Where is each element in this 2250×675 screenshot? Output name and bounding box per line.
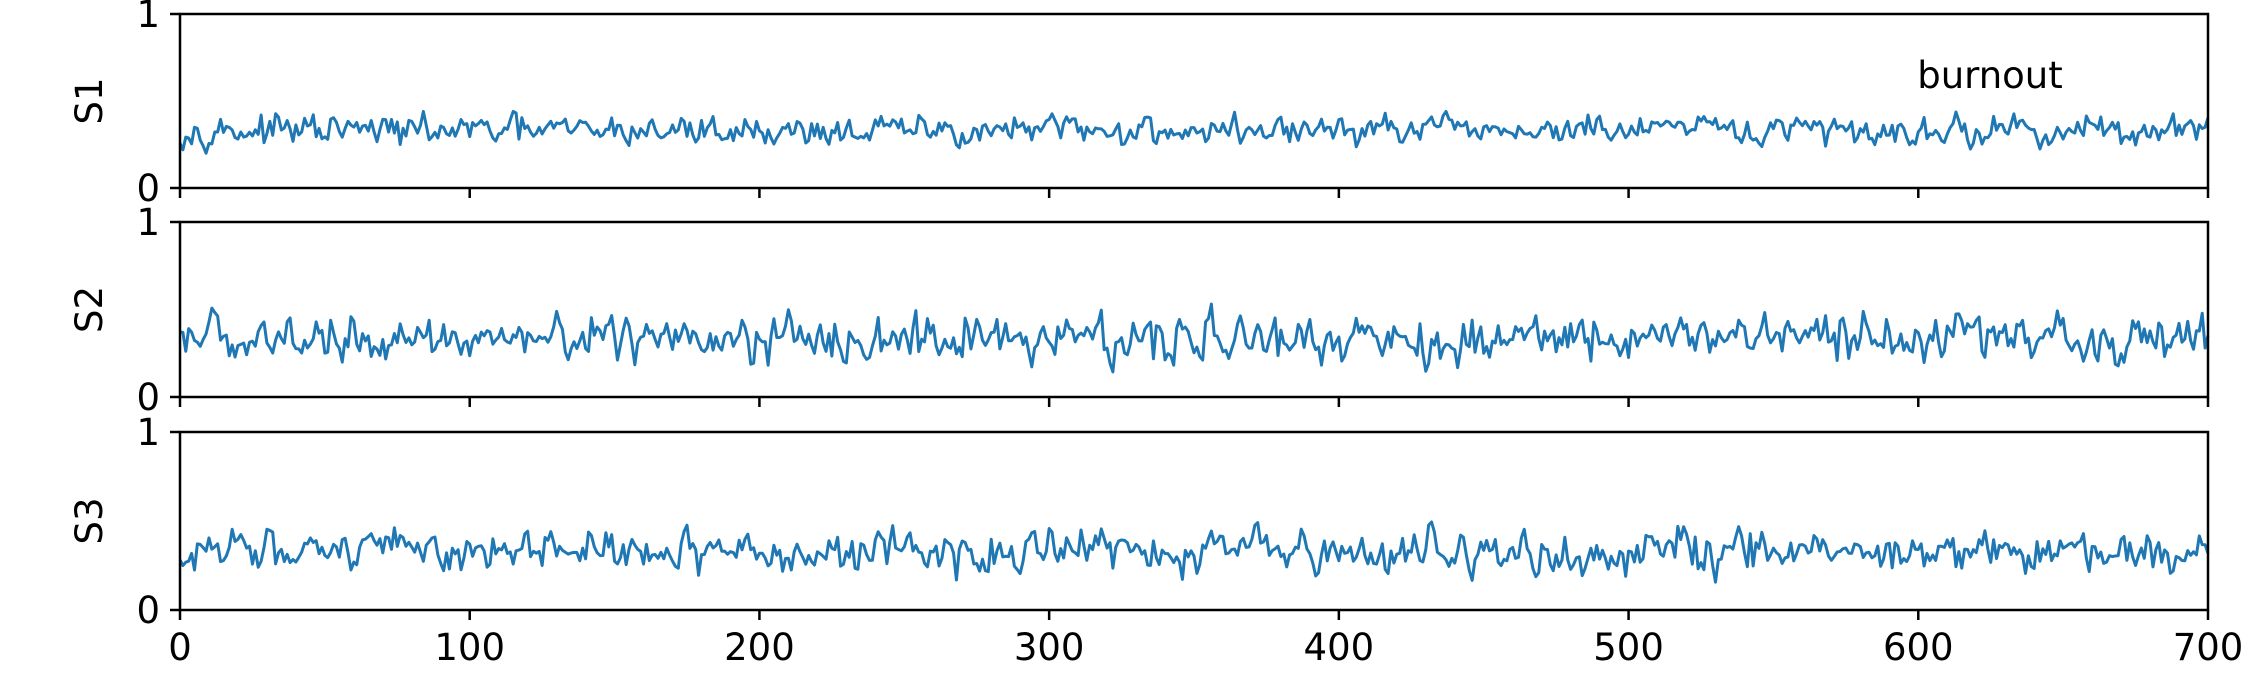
x-tick-label: 200 [724, 626, 795, 669]
series-line-s2 [179, 302, 2210, 374]
series-line-s3 [178, 520, 2210, 584]
y-tick-label: 0 [136, 589, 160, 632]
series-line-s1 [178, 109, 2210, 155]
x-tick-label: 500 [1593, 626, 1664, 669]
x-tick-label: 100 [434, 626, 505, 669]
y-tick-label: 1 [136, 411, 160, 454]
panel-s3: 0 1 0 100 200 300 400 500 600 700 S3 [68, 411, 2243, 669]
axes-frame [178, 220, 2210, 399]
annotation-label: burnout [1917, 54, 2063, 97]
panel-s2: 0 1 S2 [68, 201, 2210, 419]
y-axis-label-s3: S3 [68, 497, 111, 544]
panel-s1: 0 1 S1 burnout [68, 0, 2210, 210]
y-axis-label-s2: S2 [68, 286, 111, 333]
x-tick-label: 400 [1304, 626, 1375, 669]
axes-frame [178, 430, 2210, 612]
x-tick-label: 0 [168, 626, 192, 669]
y-tick-label: 1 [136, 0, 160, 36]
y-tick-label: 0 [136, 167, 160, 210]
x-tick-label: 300 [1014, 626, 1085, 669]
axes-frame [178, 12, 2210, 190]
x-tick-label: 700 [2173, 626, 2244, 669]
y-axis-label-s1: S1 [68, 77, 111, 124]
y-tick-label: 0 [136, 376, 160, 419]
y-tick-label: 1 [136, 201, 160, 244]
x-tick-label: 600 [1883, 626, 1954, 669]
